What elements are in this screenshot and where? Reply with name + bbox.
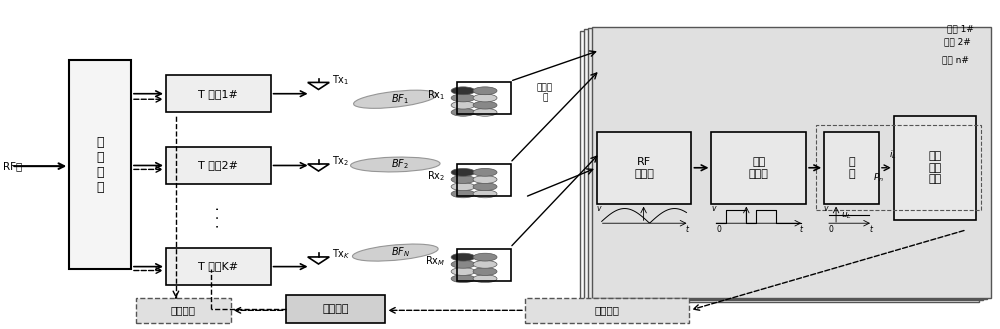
Text: 直流
滤波器: 直流 滤波器	[749, 157, 769, 179]
FancyBboxPatch shape	[580, 31, 979, 301]
Text: v: v	[823, 204, 828, 213]
Circle shape	[451, 190, 475, 198]
Ellipse shape	[354, 90, 437, 108]
FancyBboxPatch shape	[69, 60, 131, 269]
Circle shape	[451, 101, 475, 109]
FancyBboxPatch shape	[166, 248, 271, 285]
Circle shape	[473, 168, 497, 176]
FancyBboxPatch shape	[136, 298, 231, 323]
Text: $u_L$: $u_L$	[841, 210, 851, 221]
Text: BF$_N$: BF$_N$	[391, 246, 410, 260]
Text: 目标 1#: 目标 1#	[947, 25, 974, 34]
FancyBboxPatch shape	[711, 132, 806, 204]
Text: 0: 0	[829, 225, 834, 234]
Circle shape	[451, 261, 475, 268]
Text: 功率信息: 功率信息	[594, 305, 619, 315]
Text: BF$_2$: BF$_2$	[391, 158, 409, 171]
Text: v: v	[711, 204, 716, 213]
Text: t: t	[686, 225, 689, 234]
Text: 负
载: 负 载	[848, 157, 855, 179]
Circle shape	[451, 176, 475, 184]
Circle shape	[473, 261, 497, 268]
Circle shape	[451, 183, 475, 190]
Text: 功
分
模
块: 功 分 模 块	[96, 136, 104, 193]
Text: Rx$_1$: Rx$_1$	[427, 88, 445, 102]
Text: 采样
通讯
模块: 采样 通讯 模块	[928, 151, 941, 184]
Circle shape	[473, 190, 497, 198]
Circle shape	[451, 253, 475, 261]
Circle shape	[451, 275, 475, 283]
Circle shape	[451, 108, 475, 116]
Circle shape	[473, 87, 497, 95]
Text: T 模块1#: T 模块1#	[198, 89, 238, 99]
Text: T 模块K#: T 模块K#	[198, 262, 238, 271]
Text: 目标 2#: 目标 2#	[944, 38, 971, 47]
Circle shape	[473, 253, 497, 261]
Text: t: t	[869, 225, 872, 234]
Circle shape	[473, 275, 497, 283]
Text: BF$_1$: BF$_1$	[391, 92, 409, 106]
Text: 0: 0	[717, 225, 722, 234]
FancyBboxPatch shape	[166, 146, 271, 184]
Text: $P_n$: $P_n$	[873, 171, 884, 184]
Text: T 模块2#: T 模块2#	[198, 160, 238, 170]
FancyBboxPatch shape	[588, 28, 987, 299]
Circle shape	[451, 168, 475, 176]
FancyBboxPatch shape	[592, 27, 991, 298]
Text: 控制信息: 控制信息	[171, 305, 196, 315]
Text: t: t	[800, 225, 803, 234]
Text: 射频电
缆: 射频电 缆	[537, 83, 553, 102]
Text: 目标 n#: 目标 n#	[942, 56, 969, 64]
Circle shape	[451, 267, 475, 275]
Text: v: v	[597, 204, 601, 213]
FancyBboxPatch shape	[166, 75, 271, 112]
Text: RF源: RF源	[3, 161, 23, 171]
FancyBboxPatch shape	[597, 132, 691, 204]
FancyBboxPatch shape	[286, 295, 385, 323]
Circle shape	[473, 267, 497, 275]
Circle shape	[451, 94, 475, 102]
Circle shape	[473, 94, 497, 102]
Circle shape	[473, 183, 497, 190]
Text: Tx$_2$: Tx$_2$	[332, 154, 350, 168]
Text: RF
整流器: RF 整流器	[634, 157, 654, 179]
Text: $i_L$: $i_L$	[889, 148, 897, 161]
Text: Rx$_M$: Rx$_M$	[425, 254, 445, 268]
Ellipse shape	[351, 157, 440, 172]
Text: Rx$_2$: Rx$_2$	[427, 169, 445, 183]
FancyBboxPatch shape	[525, 298, 689, 323]
Text: · · ·: · · ·	[212, 206, 226, 228]
Circle shape	[473, 108, 497, 116]
Circle shape	[473, 101, 497, 109]
Ellipse shape	[352, 244, 438, 261]
Circle shape	[473, 176, 497, 184]
Text: Tx$_K$: Tx$_K$	[332, 247, 351, 261]
Text: 主控单元: 主控单元	[322, 304, 349, 314]
FancyBboxPatch shape	[894, 115, 976, 220]
Text: Tx$_1$: Tx$_1$	[332, 73, 350, 87]
FancyBboxPatch shape	[584, 29, 983, 300]
Circle shape	[451, 87, 475, 95]
FancyBboxPatch shape	[824, 132, 879, 204]
